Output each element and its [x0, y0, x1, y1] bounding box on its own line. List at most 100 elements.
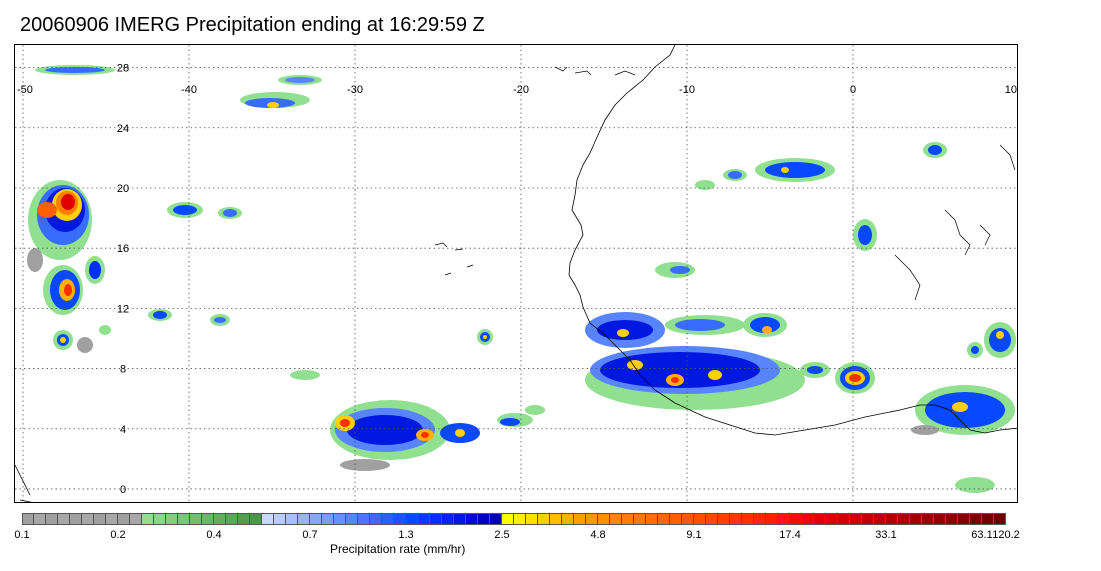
colorbar-swatch	[358, 513, 370, 525]
lon-tick-label: -50	[17, 84, 33, 96]
lon-tick-label: -10	[679, 84, 695, 96]
colorbar-swatch	[742, 513, 754, 525]
colorbar-tick-label: 63.1	[971, 529, 993, 541]
colorbar-swatch	[46, 513, 58, 525]
colorbar-swatch	[142, 513, 154, 525]
colorbar	[22, 513, 1006, 525]
colorbar-swatch	[130, 513, 142, 525]
colorbar-swatch	[478, 513, 490, 525]
colorbar-swatch	[994, 513, 1006, 525]
colorbar-swatch	[718, 513, 730, 525]
colorbar-swatch	[850, 513, 862, 525]
colorbar-swatch	[94, 513, 106, 525]
colorbar-tick-label: 120.2	[992, 529, 1020, 541]
storm-cluster-west	[27, 180, 111, 353]
colorbar-swatch	[442, 513, 454, 525]
colorbar-swatch	[274, 513, 286, 525]
colorbar-swatch	[106, 513, 118, 525]
colorbar-swatch	[34, 513, 46, 525]
interior-lakes	[894, 144, 1016, 301]
colorbar-swatch	[646, 513, 658, 525]
lon-tick-label: 10	[1005, 84, 1017, 96]
colorbar-swatch	[382, 513, 394, 525]
colorbar-swatch	[406, 513, 418, 525]
colorbar-swatch	[298, 513, 310, 525]
colorbar-swatch	[370, 513, 382, 525]
colorbar-swatch	[958, 513, 970, 525]
colorbar-tick-label: 0.2	[110, 529, 126, 541]
colorbar-swatch	[250, 513, 262, 525]
south-america-coastline	[15, 464, 33, 502]
storm-cluster-itcz	[330, 400, 545, 471]
colorbar-swatch	[970, 513, 982, 525]
colorbar-swatch	[526, 513, 538, 525]
colorbar-swatch	[874, 513, 886, 525]
colorbar-swatch	[922, 513, 934, 525]
colorbar-swatch	[310, 513, 322, 525]
storm-streaks-north	[35, 65, 322, 108]
mediterranean-islands	[554, 66, 636, 76]
colorbar-swatch	[862, 513, 874, 525]
colorbar-swatch	[814, 513, 826, 525]
colorbar-swatch	[886, 513, 898, 525]
lat-tick-label: 24	[117, 123, 129, 135]
colorbar-swatch	[634, 513, 646, 525]
colorbar-swatch	[202, 513, 214, 525]
colorbar-swatch	[418, 513, 430, 525]
storm-cluster-west-africa	[585, 312, 875, 410]
colorbar-swatch	[454, 513, 466, 525]
precipitation-map[interactable]: -50 -40 -30 -20 -10 0 10 0 4 8 12 16 20 24 28	[14, 44, 1018, 503]
colorbar-swatch	[550, 513, 562, 525]
colorbar-swatch	[286, 513, 298, 525]
colorbar-swatch	[226, 513, 238, 525]
colorbar-swatch	[178, 513, 190, 525]
colorbar-swatch	[790, 513, 802, 525]
lat-tick-label: 4	[120, 424, 126, 436]
colorbar-swatch	[394, 513, 406, 525]
colorbar-swatch	[82, 513, 94, 525]
colorbar-swatch	[430, 513, 442, 525]
colorbar-swatch	[574, 513, 586, 525]
colorbar-swatch	[562, 513, 574, 525]
lat-tick-label: 12	[117, 303, 129, 315]
colorbar-swatch	[502, 513, 514, 525]
lat-tick-label: 16	[117, 243, 129, 255]
colorbar-tick-label: 1.3	[398, 529, 414, 541]
colorbar-swatch	[154, 513, 166, 525]
colorbar-swatch	[118, 513, 130, 525]
precipitation-field	[27, 65, 1016, 493]
graticule	[15, 45, 1017, 502]
colorbar-swatch	[166, 513, 178, 525]
colorbar-swatch	[694, 513, 706, 525]
africa-coastline	[568, 45, 1017, 436]
colorbar-swatch	[238, 513, 250, 525]
lon-tick-label: -20	[513, 84, 529, 96]
colorbar-swatch	[802, 513, 814, 525]
page-title: 20060906 IMERG Precipitation ending at 1…	[20, 14, 485, 36]
colorbar-tick-labels: 0.1 0.2 0.4 0.7 1.3 2.5 4.8 9.1 17.4 33.1 63.1 120.…	[0, 529, 1101, 543]
colorbar-swatch	[58, 513, 70, 525]
colorbar-swatch	[670, 513, 682, 525]
colorbar-tick-label: 0.1	[14, 529, 30, 541]
colorbar-swatch	[346, 513, 358, 525]
colorbar-swatch	[22, 513, 34, 525]
lon-tick-label: -40	[181, 84, 197, 96]
lat-tick-label: 8	[120, 364, 126, 376]
colorbar-swatch	[322, 513, 334, 525]
colorbar-tick-label: 9.1	[686, 529, 702, 541]
colorbar-swatch	[190, 513, 202, 525]
colorbar-swatch	[538, 513, 550, 525]
colorbar-swatch	[334, 513, 346, 525]
coastline	[15, 45, 1017, 502]
colorbar-swatch	[658, 513, 670, 525]
lat-tick-label: 0	[120, 484, 126, 496]
colorbar-tick-label: 0.4	[206, 529, 222, 541]
map-canvas: -50 -40 -30 -20 -10 0 10 0 4 8 12 16 20 24 28	[15, 45, 1017, 502]
lon-tick-label: -30	[347, 84, 363, 96]
colorbar-title: Precipitation rate (mm/hr)	[330, 542, 466, 556]
colorbar-swatch	[706, 513, 718, 525]
storm-cluster-sahel-north	[655, 142, 947, 278]
colorbar-tick-label: 17.4	[779, 529, 801, 541]
colorbar-swatch	[466, 513, 478, 525]
